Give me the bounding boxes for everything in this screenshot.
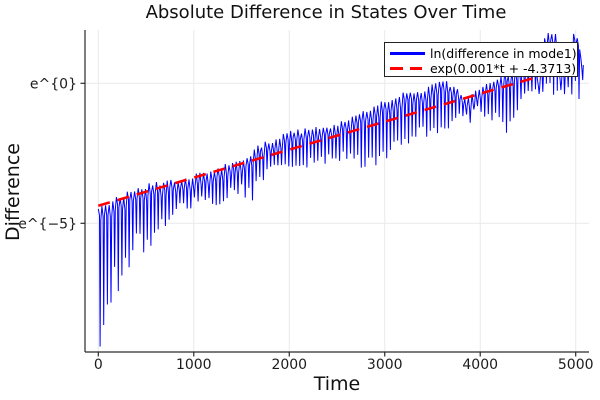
- legend-line-sample-blue: [390, 52, 425, 55]
- series-exp-fit-line: [97, 64, 577, 207]
- x-axis-label: Time: [313, 373, 361, 395]
- x-tick-label: 5000: [558, 357, 594, 373]
- legend-label: exp(0.001*t + -4.3713): [430, 61, 577, 76]
- x-tick-label: 4000: [462, 357, 498, 373]
- y-axis-label: Difference: [2, 143, 24, 241]
- legend-entry-ln-difference: ln(difference in mode1): [385, 46, 577, 61]
- x-tick-label: 0: [94, 357, 103, 373]
- x-tick-label: 3000: [367, 357, 403, 373]
- legend-line-sample-red-dashed: [390, 67, 425, 70]
- y-tick-label: e^{0}: [30, 76, 77, 92]
- legend-label: ln(difference in mode1): [430, 46, 577, 61]
- legend-entry-exp-fit: exp(0.001*t + -4.3713): [385, 61, 577, 76]
- y-tick-label: e^{−5}: [18, 216, 77, 232]
- x-tick-label: 2000: [271, 357, 307, 373]
- legend: ln(difference in mode1) exp(0.001*t + -4…: [384, 42, 578, 77]
- series-ln-difference-line: [97, 33, 584, 347]
- chart-title: Absolute Difference in States Over Time: [145, 2, 507, 23]
- x-tick-label: 1000: [176, 357, 212, 373]
